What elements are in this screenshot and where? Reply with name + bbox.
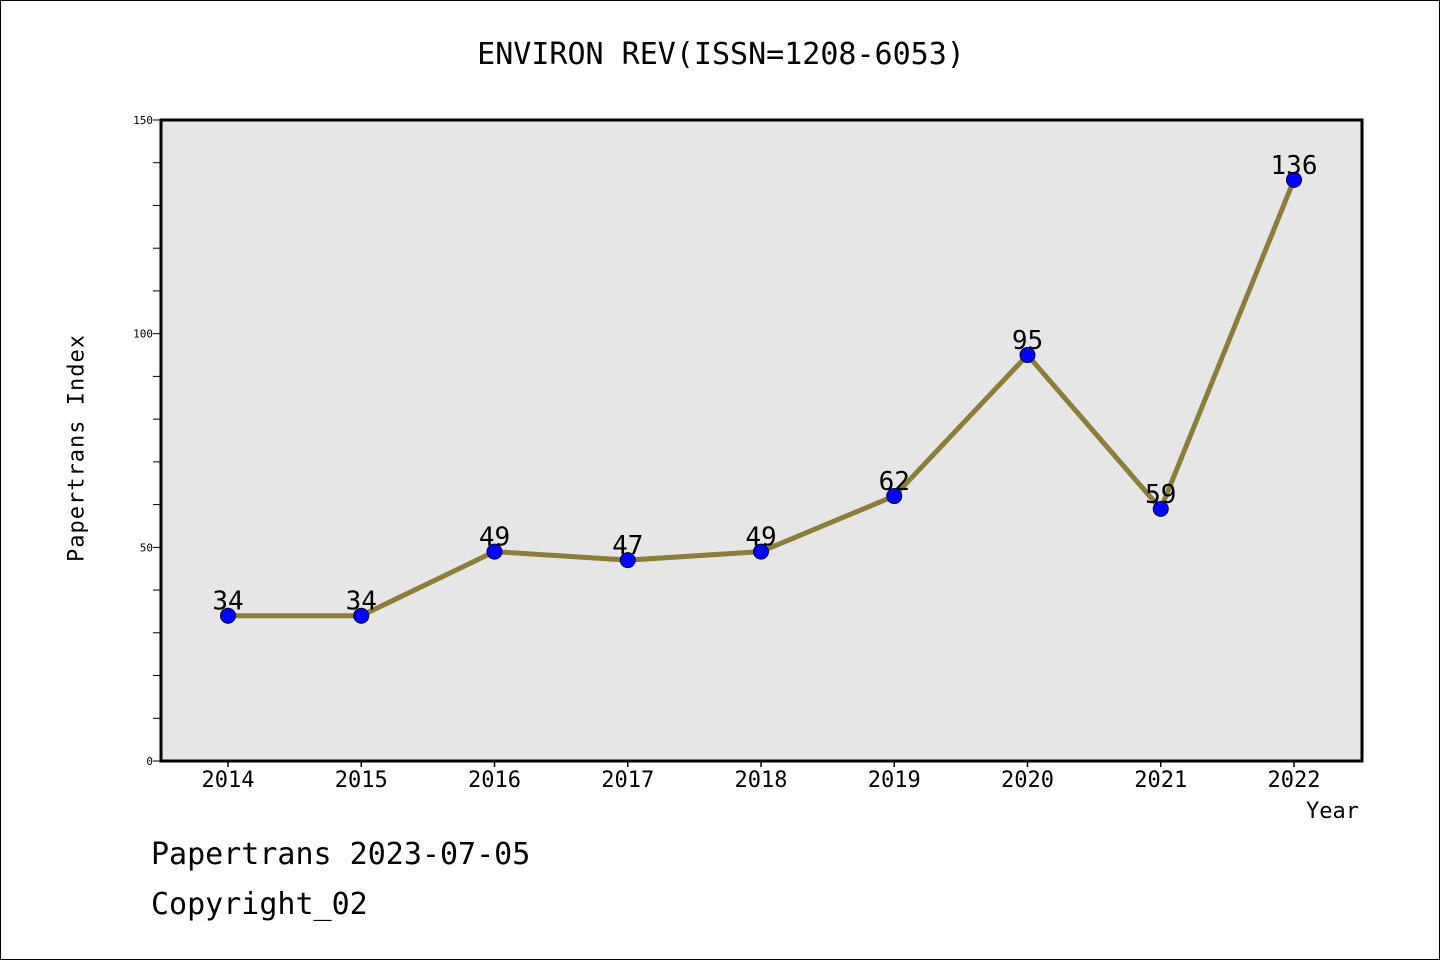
- x-tick-label: 2020: [1001, 768, 1054, 793]
- plot-border: [159, 118, 1364, 763]
- data-point: [1019, 347, 1036, 364]
- x-tick-label: 2018: [735, 768, 788, 793]
- x-tick-label: 2021: [1134, 768, 1187, 793]
- footer-copyright: Copyright_02: [151, 887, 368, 922]
- chart-title: ENVIRON REV(ISSN=1208-6053): [477, 37, 965, 72]
- data-label: 49: [479, 523, 510, 553]
- y-tick-label: 0: [146, 755, 153, 768]
- footer-date: Papertrans 2023-07-05: [151, 837, 531, 872]
- x-tick-label: 2022: [1268, 768, 1321, 793]
- x-tick-label: 2017: [601, 768, 654, 793]
- plot-area: [161, 120, 1362, 761]
- data-point: [753, 543, 769, 560]
- data-point: [353, 607, 370, 624]
- x-tick-label: 2019: [868, 768, 921, 793]
- data-label: 95: [1012, 326, 1043, 356]
- y-tick-label: 50: [140, 541, 153, 554]
- data-label: 136: [1271, 151, 1318, 181]
- y-tick-label: 100: [133, 328, 153, 341]
- data-point: [886, 488, 903, 505]
- data-label: 34: [346, 587, 377, 617]
- data-label: 34: [212, 587, 243, 617]
- data-label: 49: [745, 523, 776, 553]
- y-tick-label: 150: [133, 114, 153, 127]
- x-tick-label: 2016: [468, 768, 521, 793]
- data-point: [1152, 500, 1169, 517]
- data-point: [486, 543, 503, 560]
- x-axis-label: Year: [1306, 799, 1359, 824]
- data-point: [619, 552, 636, 569]
- data-label: 59: [1145, 480, 1176, 510]
- data-label: 62: [879, 467, 910, 497]
- data-label: 47: [612, 531, 643, 561]
- x-tick-label: 2014: [202, 768, 255, 793]
- x-tick-label: 2015: [335, 768, 388, 793]
- data-point: [1286, 171, 1302, 188]
- data-point: [220, 607, 236, 624]
